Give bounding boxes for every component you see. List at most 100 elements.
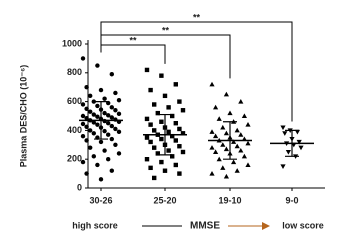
point <box>102 148 107 153</box>
point <box>166 148 171 153</box>
point <box>296 139 302 145</box>
point <box>113 90 118 96</box>
footer-left: high score <box>72 220 118 230</box>
point <box>106 113 111 118</box>
point <box>152 145 157 150</box>
point <box>209 129 215 134</box>
point <box>155 110 160 116</box>
point <box>80 56 86 61</box>
point <box>91 120 97 125</box>
point <box>223 130 229 136</box>
point <box>88 145 93 150</box>
point <box>213 104 219 110</box>
point <box>95 63 100 68</box>
point <box>177 144 182 149</box>
point <box>166 105 171 110</box>
point <box>282 131 288 136</box>
point <box>177 99 182 104</box>
point <box>88 128 93 133</box>
point <box>95 122 100 127</box>
point <box>227 110 233 116</box>
point <box>159 159 164 165</box>
point <box>159 73 164 78</box>
point <box>80 133 86 139</box>
point <box>148 122 153 127</box>
point <box>231 139 237 144</box>
point <box>241 113 247 118</box>
point <box>234 168 240 173</box>
point <box>106 157 111 162</box>
y-tick-label: 200 <box>67 154 82 164</box>
point <box>80 159 86 165</box>
point <box>180 108 186 113</box>
point <box>144 135 150 140</box>
point <box>245 162 251 167</box>
point <box>220 124 226 130</box>
significance-label: ** <box>193 12 201 22</box>
point <box>144 67 150 73</box>
point <box>173 162 178 168</box>
point <box>116 111 122 117</box>
sd-bar <box>94 101 108 140</box>
y-tick-label: 1000 <box>62 38 82 48</box>
point <box>95 114 100 119</box>
point <box>80 121 86 127</box>
point <box>238 132 244 137</box>
point <box>106 121 111 126</box>
x-tick-label: 30-26 <box>89 195 112 205</box>
point <box>159 136 164 142</box>
arrow-head <box>262 222 270 230</box>
point <box>280 164 286 169</box>
point <box>173 82 178 87</box>
point <box>241 153 247 159</box>
point <box>102 128 107 134</box>
x-tick-label: 9-0 <box>285 195 298 205</box>
point <box>180 131 186 136</box>
point <box>152 102 157 107</box>
point <box>95 162 100 168</box>
point <box>220 165 226 170</box>
point <box>113 108 118 113</box>
point <box>109 123 115 129</box>
point <box>98 139 104 145</box>
point <box>152 128 157 133</box>
point <box>166 129 171 135</box>
point <box>116 97 122 103</box>
point <box>113 142 118 147</box>
point <box>91 99 97 104</box>
point <box>152 175 157 181</box>
point <box>91 112 97 117</box>
sd-bar <box>285 129 299 157</box>
y-tick-label: 400 <box>67 125 82 135</box>
point <box>209 81 215 87</box>
point <box>98 177 104 182</box>
point <box>109 115 115 120</box>
point <box>223 173 229 179</box>
point <box>109 168 115 173</box>
y-tick-label: 800 <box>67 67 82 77</box>
point <box>173 121 178 126</box>
point <box>109 72 115 77</box>
point <box>95 103 100 109</box>
point <box>102 110 107 116</box>
point <box>245 122 251 127</box>
significance-label: ** <box>129 35 137 45</box>
significance-label: ** <box>162 25 170 35</box>
point <box>238 147 244 153</box>
point <box>84 115 89 121</box>
point <box>162 93 168 99</box>
sd-bar <box>223 121 237 160</box>
point <box>220 142 226 147</box>
significance-bracket <box>100 34 231 79</box>
point <box>116 129 122 135</box>
x-tick-label: 19-10 <box>218 195 241 205</box>
footer-middle: MMSE <box>190 221 220 232</box>
point <box>245 140 251 146</box>
point <box>88 93 93 99</box>
point <box>148 165 153 171</box>
point <box>234 143 240 149</box>
point <box>91 154 97 159</box>
point <box>116 151 122 156</box>
point <box>148 87 153 93</box>
point <box>213 133 219 139</box>
